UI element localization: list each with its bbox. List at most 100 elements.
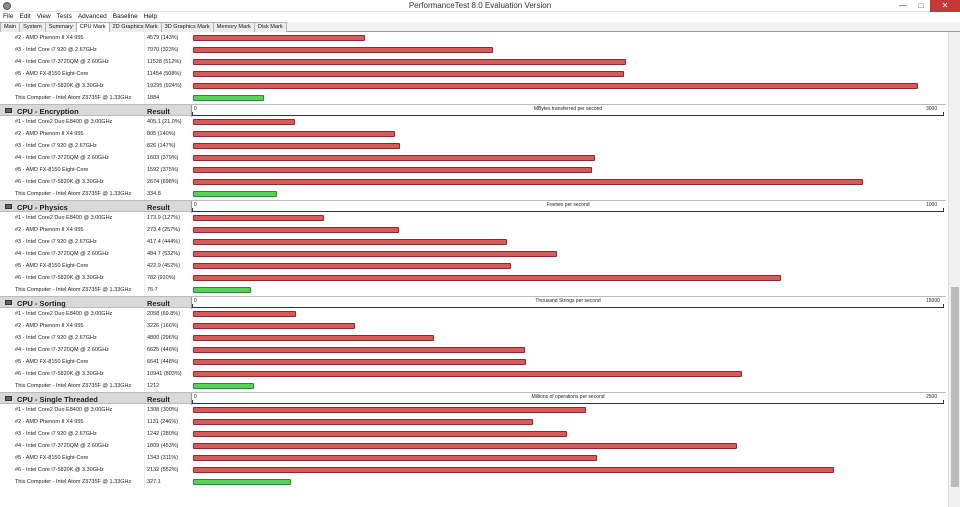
result-row: #4 - Intel Core i7-3720QM @ 2.60GHz 1809 … <box>0 440 946 452</box>
column-divider <box>144 416 145 428</box>
tab-system[interactable]: System <box>19 22 46 32</box>
result-bar <box>193 359 526 365</box>
result-bar <box>193 227 399 233</box>
cpu-name: #6 - Intel Core i7-5820K @ 3.30GHz <box>15 275 104 281</box>
close-button[interactable]: ✕ <box>930 0 960 12</box>
cpu-name: #1 - Intel Core2 Duo E8400 @ 3.00GHz <box>15 407 113 413</box>
result-bar <box>193 119 295 125</box>
tab-memory-mark[interactable]: Memory Mark <box>212 22 255 32</box>
result-value: 1212 <box>147 383 160 389</box>
result-bar <box>193 35 365 41</box>
cpu-name: This Computer - Intel Atom Z3735F @ 1.33… <box>15 95 132 101</box>
column-divider <box>144 404 145 416</box>
result-value: 7970 (323%) <box>147 47 179 53</box>
result-row: #6 - Intel Core i7-5820K @ 3.30GHz 2132 (… <box>0 464 946 476</box>
column-divider <box>144 56 145 68</box>
result-value: 805 (140%) <box>147 131 176 137</box>
cpu-name: This Computer - Intel Atom Z3735F @ 1.33… <box>15 191 132 197</box>
result-row: #6 - Intel Core i7-5820K @ 3.30GHz 782 (9… <box>0 272 946 284</box>
scale-tick <box>192 400 193 404</box>
scale-max-label: 1000 <box>926 202 938 208</box>
tab-bar: Main System Summary CPU Mark 2D Graphics Mar… <box>0 22 960 32</box>
section-header[interactable]: CPU - Physics Result 0 Frames per second 100… <box>0 200 946 213</box>
cpu-name: #3 - Intel Core i7 920 @ 2.67GHz <box>15 143 97 149</box>
result-bar <box>193 407 586 413</box>
menu-view[interactable]: View <box>36 13 51 20</box>
tab-disk-mark[interactable]: Disk Mark <box>253 22 287 32</box>
scrollbar-thumb[interactable] <box>951 287 959 487</box>
result-row: #2 - AMD Phenom II X4 955 1131 (246%) <box>0 416 946 428</box>
menu-edit[interactable]: Edit <box>19 13 31 20</box>
result-value: 76.7 <box>147 287 158 293</box>
menu-help[interactable]: Help <box>143 13 158 20</box>
result-bar <box>193 311 296 317</box>
cpu-name: #3 - Intel Core i7 920 @ 2.67GHz <box>15 239 97 245</box>
result-bar <box>193 431 567 437</box>
result-bar <box>193 167 592 173</box>
result-row: This Computer - Intel Atom Z3735F @ 1.33… <box>0 476 946 488</box>
column-divider <box>144 164 145 176</box>
scale-tick <box>943 304 944 308</box>
menu-advanced[interactable]: Advanced <box>77 13 107 20</box>
tab-3d-graphics-mark[interactable]: 3D Graphics Mark <box>160 22 214 32</box>
scale-unit-label: MBytes transferred per second <box>533 106 603 112</box>
scale-min-label: 0 <box>194 202 197 208</box>
cpu-name: #3 - Intel Core i7 920 @ 2.67GHz <box>15 47 97 53</box>
result-value: 1131 (246%) <box>147 419 179 425</box>
section-header[interactable]: CPU - Single Threaded Result 0 Millions of … <box>0 392 946 405</box>
section-header[interactable]: CPU - Sorting Result 0 Thousand Strings per… <box>0 296 946 309</box>
tab-main[interactable]: Main <box>0 22 21 32</box>
maximize-button[interactable]: □ <box>918 1 924 10</box>
column-divider <box>144 356 145 368</box>
result-value: 1242 (280%) <box>147 431 179 437</box>
result-value: 4579 (143%) <box>147 35 179 41</box>
cpu-name: This Computer - Intel Atom Z3735F @ 1.33… <box>15 479 132 485</box>
result-row: #5 - AMD FX-8150 Eight-Core 6641 (448%) <box>0 356 946 368</box>
menu-baseline[interactable]: Baseline <box>112 13 138 20</box>
cpu-name: #1 - Intel Core2 Duo E8400 @ 3.00GHz <box>15 311 113 317</box>
result-value: 2674 (698%) <box>147 179 179 185</box>
column-divider <box>144 68 145 80</box>
scale-tick <box>943 400 944 404</box>
tab-summary[interactable]: Summary <box>44 22 77 32</box>
scale-max-label: 2500 <box>926 394 938 400</box>
tab-cpu-mark[interactable]: CPU Mark <box>75 22 110 32</box>
result-value: 6641 (448%) <box>147 359 179 365</box>
result-row: #2 - AMD Phenom II X4 955 4579 (143%) <box>0 32 946 44</box>
column-divider <box>144 308 145 320</box>
result-row: #5 - AMD FX-8150 Eight-Core 1343 (311%) <box>0 452 946 464</box>
result-value: 1592 (375%) <box>147 167 179 173</box>
section-title: CPU - Encryption <box>17 107 79 116</box>
column-divider <box>144 224 145 236</box>
result-bar <box>193 263 511 269</box>
cpu-name: #4 - Intel Core i7-3720QM @ 2.60GHz <box>15 251 109 257</box>
tab-2d-graphics-mark[interactable]: 2D Graphics Mark <box>108 22 162 32</box>
result-value: 782 (920%) <box>147 275 176 281</box>
menu-tests[interactable]: Tests <box>56 13 72 20</box>
scale-max-label: 15000 <box>926 298 940 304</box>
column-divider <box>144 476 145 488</box>
result-row: #5 - AMD FX-8150 Eight-Core 422.9 (452%) <box>0 260 946 272</box>
result-value: 6625 (446%) <box>147 347 179 353</box>
result-bar <box>193 71 624 77</box>
cpu-name: #2 - AMD Phenom II X4 955 <box>15 323 84 329</box>
menu-file[interactable]: File <box>3 13 14 20</box>
result-row: #2 - AMD Phenom II X4 955 805 (140%) <box>0 128 946 140</box>
column-divider <box>144 188 145 200</box>
vertical-scrollbar[interactable] <box>948 32 960 507</box>
result-bar <box>193 419 533 425</box>
result-row: #6 - Intel Core i7-5820K @ 3.30GHz 10941 … <box>0 368 946 380</box>
app-icon[interactable] <box>3 2 11 10</box>
section-header[interactable]: CPU - Encryption Result 0 MBytes transferre… <box>0 104 946 117</box>
result-value: 4800 (296%) <box>147 335 179 341</box>
cpu-name: #1 - Intel Core2 Duo E8400 @ 3.00GHz <box>15 215 113 221</box>
scale-min-label: 0 <box>194 106 197 112</box>
column-divider <box>144 152 145 164</box>
minimize-button[interactable]: — <box>899 1 907 10</box>
result-row: This Computer - Intel Atom Z3735F @ 1.33… <box>0 380 946 392</box>
result-row: This Computer - Intel Atom Z3735F @ 1.33… <box>0 284 946 296</box>
cpu-name: #6 - Intel Core i7-5820K @ 3.30GHz <box>15 371 104 377</box>
result-row: #5 - AMD FX-8150 Eight-Core 1592 (375%) <box>0 164 946 176</box>
result-row: This Computer - Intel Atom Z3735F @ 1.33… <box>0 92 946 104</box>
result-row: #2 - AMD Phenom II X4 955 273.4 (257%) <box>0 224 946 236</box>
